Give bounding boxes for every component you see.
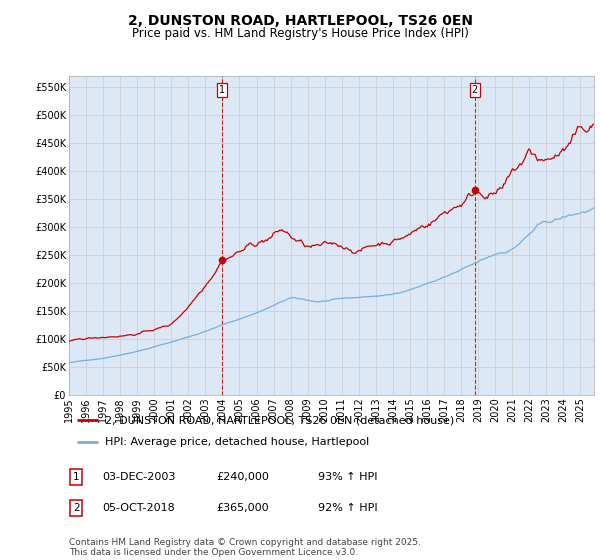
Text: 05-OCT-2018: 05-OCT-2018 bbox=[102, 503, 175, 513]
Text: £365,000: £365,000 bbox=[216, 503, 269, 513]
Text: 2, DUNSTON ROAD, HARTLEPOOL, TS26 0EN: 2, DUNSTON ROAD, HARTLEPOOL, TS26 0EN bbox=[128, 14, 473, 28]
Text: 93% ↑ HPI: 93% ↑ HPI bbox=[318, 472, 377, 482]
Text: 92% ↑ HPI: 92% ↑ HPI bbox=[318, 503, 377, 513]
Text: 1: 1 bbox=[220, 85, 226, 95]
Text: Price paid vs. HM Land Registry's House Price Index (HPI): Price paid vs. HM Land Registry's House … bbox=[131, 27, 469, 40]
Text: HPI: Average price, detached house, Hartlepool: HPI: Average price, detached house, Hart… bbox=[105, 437, 369, 446]
Text: 03-DEC-2003: 03-DEC-2003 bbox=[102, 472, 175, 482]
Text: 2, DUNSTON ROAD, HARTLEPOOL, TS26 0EN (detached house): 2, DUNSTON ROAD, HARTLEPOOL, TS26 0EN (d… bbox=[105, 415, 454, 425]
Text: 1: 1 bbox=[73, 472, 80, 482]
Text: 2: 2 bbox=[472, 85, 478, 95]
Text: £240,000: £240,000 bbox=[216, 472, 269, 482]
Text: Contains HM Land Registry data © Crown copyright and database right 2025.
This d: Contains HM Land Registry data © Crown c… bbox=[69, 538, 421, 557]
Text: 2: 2 bbox=[73, 503, 80, 513]
